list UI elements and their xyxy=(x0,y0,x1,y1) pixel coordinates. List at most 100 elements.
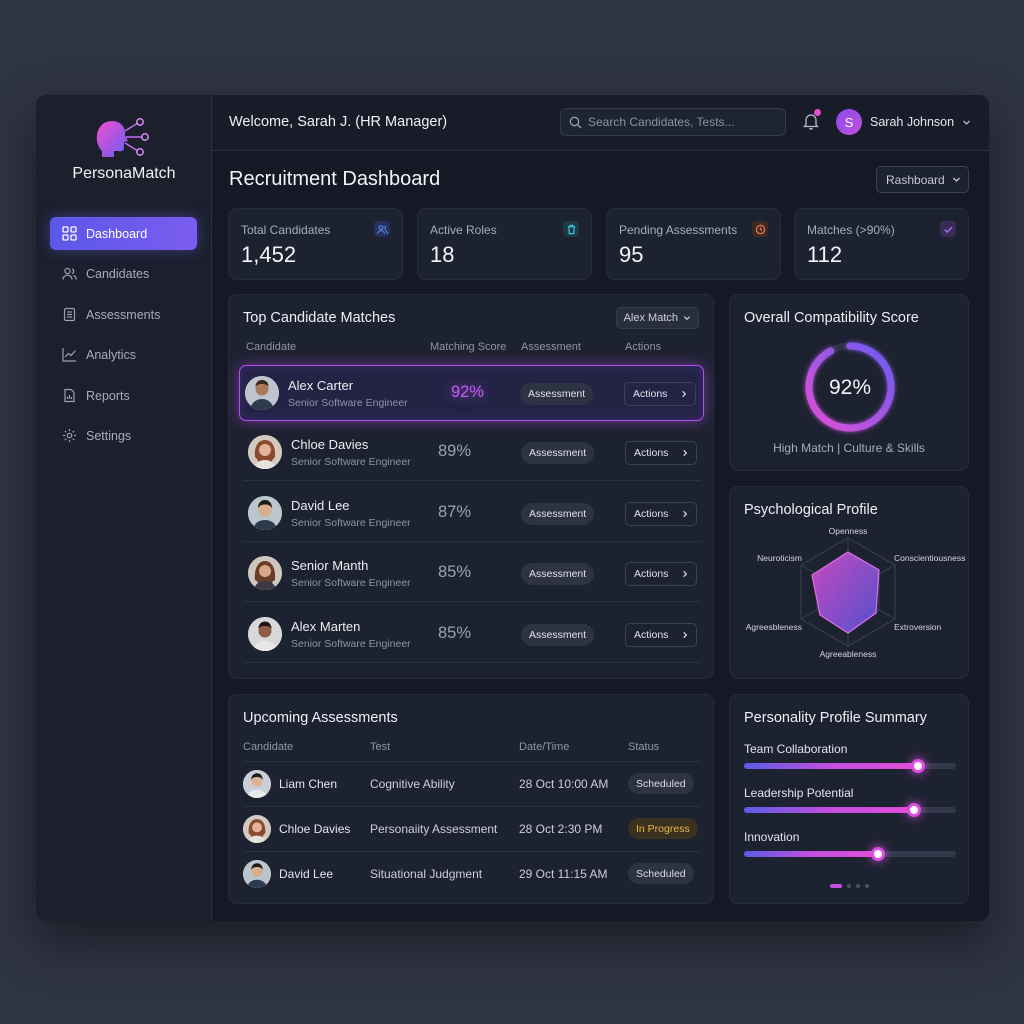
date-time: 28 Oct 2:30 PM xyxy=(519,822,603,836)
column-header-candidate: Candidate xyxy=(246,341,297,353)
chart-line-icon xyxy=(61,347,77,363)
candidate-role: Senior Software Engineer xyxy=(291,577,411,589)
trait-slider-leadership-potential[interactable] xyxy=(744,803,956,817)
welcome-text: Welcome, Sarah J. (HR Manager) xyxy=(229,114,448,130)
chevron-right-icon xyxy=(681,449,689,457)
view-dropdown-label: Rashboard xyxy=(886,172,945,187)
personality-summary-card: Personality Profile Summary Team Collabo… xyxy=(729,694,969,904)
top-matches-card: Top Candidate Matches Alex Match Candida… xyxy=(228,294,714,679)
notification-dot xyxy=(814,109,821,116)
actions-button[interactable]: Actions xyxy=(625,623,697,647)
card-title: Psychological Profile xyxy=(744,502,878,518)
table-row[interactable]: David Lee Senior Software Engineer 87% A… xyxy=(243,486,701,542)
candidate-name: Alex Marten xyxy=(291,619,361,634)
chevron-right-icon xyxy=(681,510,689,518)
sidebar-item-label: Analytics xyxy=(86,347,137,362)
assessment-button[interactable]: Assessment xyxy=(521,563,595,585)
search-icon xyxy=(569,116,582,129)
assessment-button[interactable]: Assessment xyxy=(521,624,595,646)
assessment-button[interactable]: Assessment xyxy=(520,383,594,405)
sidebar-item-label: Settings xyxy=(86,428,132,443)
match-filter-label: Alex Match xyxy=(623,312,678,324)
user-menu[interactable]: S Sarah Johnson xyxy=(836,109,971,135)
notification-button[interactable] xyxy=(802,109,822,132)
compatibility-gauge: 92% xyxy=(805,342,895,432)
actions-button[interactable]: Actions xyxy=(625,562,697,586)
search-box[interactable] xyxy=(560,108,786,136)
pagination-dot[interactable] xyxy=(847,884,851,888)
users-icon xyxy=(61,266,77,282)
slider-handle[interactable] xyxy=(910,759,925,773)
candidate-avatar xyxy=(243,860,271,888)
candidate-avatar xyxy=(243,770,271,798)
candidate-role: Senior Software Engineer xyxy=(291,456,411,468)
pagination-dot[interactable] xyxy=(856,884,860,888)
matching-score: 92% xyxy=(451,383,485,401)
table-row[interactable]: David Lee Situational Judgment 29 Oct 11… xyxy=(243,852,701,897)
gear-icon xyxy=(61,428,77,444)
sidebar-item-settings[interactable]: Settings xyxy=(50,419,197,452)
actions-button[interactable]: Actions xyxy=(625,441,697,465)
chevron-down-icon xyxy=(962,118,971,127)
card-title: Top Candidate Matches xyxy=(243,310,396,326)
pagination-dot[interactable] xyxy=(865,884,869,888)
gauge-arc xyxy=(805,342,895,432)
user-name: Sarah Johnson xyxy=(870,115,955,129)
trash-icon xyxy=(563,221,579,237)
sidebar-item-label: Assessments xyxy=(86,307,161,322)
table-row[interactable]: Alex Marten Senior Software Engineer 85%… xyxy=(243,607,701,663)
card-title: Personality Profile Summary xyxy=(744,710,927,726)
pagination-dots[interactable] xyxy=(830,884,874,888)
sidebar-item-assessments[interactable]: Assessments xyxy=(50,298,197,331)
slider-handle[interactable] xyxy=(906,803,921,817)
pagination-dot-active[interactable] xyxy=(830,884,842,888)
candidate-avatar xyxy=(248,496,282,530)
check-icon xyxy=(940,221,956,237)
actions-button[interactable]: Actions xyxy=(624,382,696,406)
stat-card-total-candidates: Total Candidates 1,452 xyxy=(228,208,403,280)
actions-label: Actions xyxy=(634,629,669,641)
table-row[interactable]: Chloe Davies Personaiity Assessment 28 O… xyxy=(243,807,701,852)
candidate-role: Senior Software Engineer xyxy=(288,397,408,409)
trait-fill xyxy=(744,763,918,769)
slider-handle[interactable] xyxy=(870,847,885,861)
column-header-score: Matching Score xyxy=(430,341,507,353)
candidate-avatar xyxy=(248,435,282,469)
sidebar-item-candidates[interactable]: Candidates xyxy=(50,257,197,290)
column-header-actions: Actions xyxy=(625,341,662,353)
table-row[interactable]: Alex Carter Senior Software Engineer 92%… xyxy=(239,365,704,421)
sidebar-item-reports[interactable]: Reports xyxy=(50,379,197,412)
bell-icon xyxy=(802,114,820,130)
logo-icon xyxy=(96,118,149,157)
candidate-name: Senior Manth xyxy=(291,558,369,573)
candidate-avatar xyxy=(248,617,282,651)
stat-card-matches: Matches (>90%) 112 xyxy=(794,208,969,280)
match-filter-dropdown[interactable]: Alex Match xyxy=(615,307,699,329)
page-title: Recruitment Dashboard xyxy=(229,168,441,190)
candidate-name: Liam Chen xyxy=(279,777,338,791)
sidebar-item-label: Reports xyxy=(86,388,130,403)
sidebar: PersonaMatch Dashboard Candidates Assess… xyxy=(36,95,212,921)
main-content: Recruitment Dashboard Rashboard Total Ca… xyxy=(212,151,989,921)
search-input[interactable] xyxy=(588,115,768,129)
radar-axis-label: Neuroticism xyxy=(757,553,802,563)
table-row[interactable]: Senior Manth Senior Software Engineer 85… xyxy=(243,546,701,602)
trait-label: Leadership Potential xyxy=(744,786,854,800)
sidebar-item-dashboard[interactable]: Dashboard xyxy=(50,217,197,250)
matching-score: 85% xyxy=(438,624,472,642)
actions-button[interactable]: Actions xyxy=(625,502,697,526)
view-dropdown[interactable]: Rashboard xyxy=(876,166,969,193)
stat-label: Pending Assessments xyxy=(619,223,738,237)
app-window: PersonaMatch Dashboard Candidates Assess… xyxy=(36,95,989,921)
stat-label: Matches (>90%) xyxy=(807,223,895,237)
assessment-button[interactable]: Assessment xyxy=(521,503,595,525)
trait-slider-innovation[interactable] xyxy=(744,847,956,861)
assessment-button[interactable]: Assessment xyxy=(521,442,595,464)
table-row[interactable]: Chloe Davies Senior Software Engineer 89… xyxy=(243,425,701,481)
matching-score: 89% xyxy=(438,442,472,460)
trait-slider-team-collaboration[interactable] xyxy=(744,759,956,773)
card-title: Overall Compatibility Score xyxy=(744,310,919,326)
date-time: 28 Oct 10:00 AM xyxy=(519,777,609,791)
sidebar-item-analytics[interactable]: Analytics xyxy=(50,338,197,371)
table-row[interactable]: Liam Chen Cognitive Ability 28 Oct 10:00… xyxy=(243,762,701,807)
